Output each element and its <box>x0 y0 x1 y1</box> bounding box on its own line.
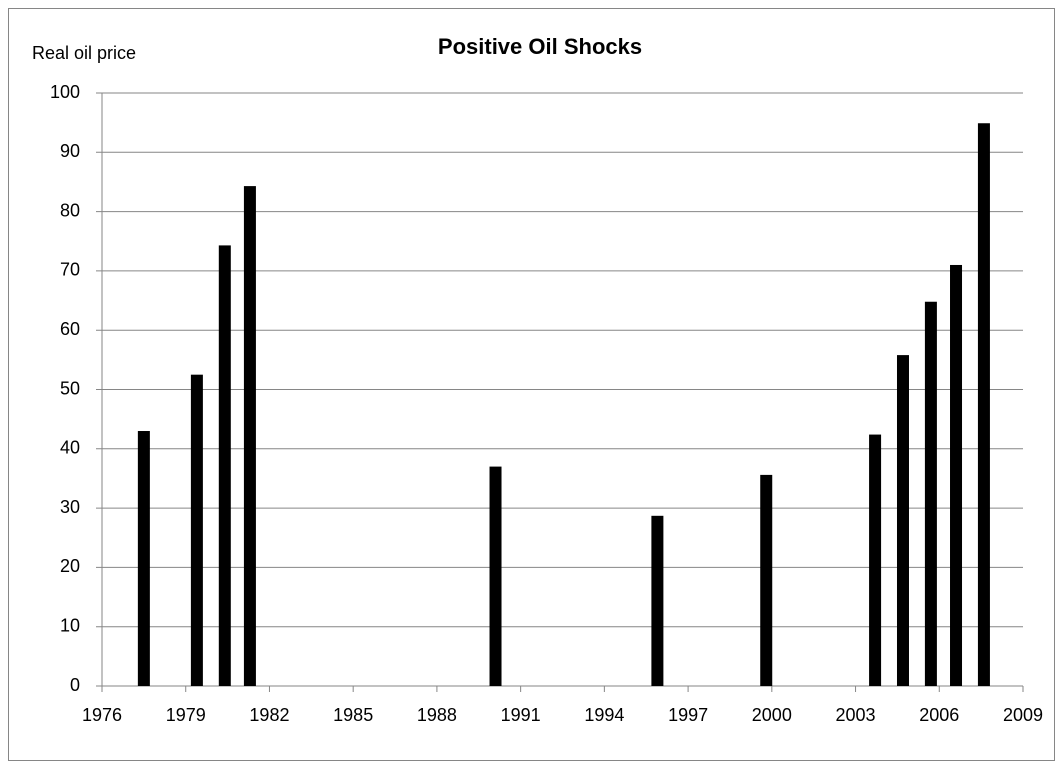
bar <box>977 123 990 687</box>
bar <box>243 186 256 686</box>
y-tick-label: 20 <box>60 556 80 576</box>
y-tick-label: 90 <box>60 141 80 161</box>
y-tick-label: 100 <box>50 82 80 102</box>
y-tick-label: 10 <box>60 615 80 635</box>
bar <box>924 301 937 686</box>
x-tick-label: 1997 <box>668 705 708 725</box>
y-tick-label: 60 <box>60 319 80 339</box>
bar <box>760 474 773 686</box>
y-tick-label: 0 <box>70 675 80 695</box>
x-tick-label: 1982 <box>249 705 289 725</box>
y-tick-label: 40 <box>60 438 80 458</box>
y-axis-label: Real oil price <box>32 43 136 63</box>
bar <box>651 515 664 686</box>
y-tick-label: 30 <box>60 497 80 517</box>
bar <box>950 264 963 686</box>
x-tick-label: 1988 <box>417 705 457 725</box>
x-tick-label: 1994 <box>584 705 624 725</box>
x-tick-label: 1991 <box>501 705 541 725</box>
y-tick-label: 80 <box>60 200 80 220</box>
x-tick-label: 2003 <box>836 705 876 725</box>
x-tick-label: 2006 <box>919 705 959 725</box>
bar <box>489 466 502 686</box>
x-tick-label: 2000 <box>752 705 792 725</box>
x-tick-label: 1979 <box>166 705 206 725</box>
bar <box>190 374 203 686</box>
chart-title: Positive Oil Shocks <box>438 34 642 59</box>
bar <box>218 245 231 686</box>
x-tick-label: 1976 <box>82 705 122 725</box>
bar <box>896 355 909 686</box>
bar <box>137 431 150 686</box>
x-tick-label: 2009 <box>1003 705 1043 725</box>
bar <box>869 434 882 686</box>
y-tick-label: 70 <box>60 260 80 280</box>
x-tick-label: 1985 <box>333 705 373 725</box>
y-tick-label: 50 <box>60 378 80 398</box>
